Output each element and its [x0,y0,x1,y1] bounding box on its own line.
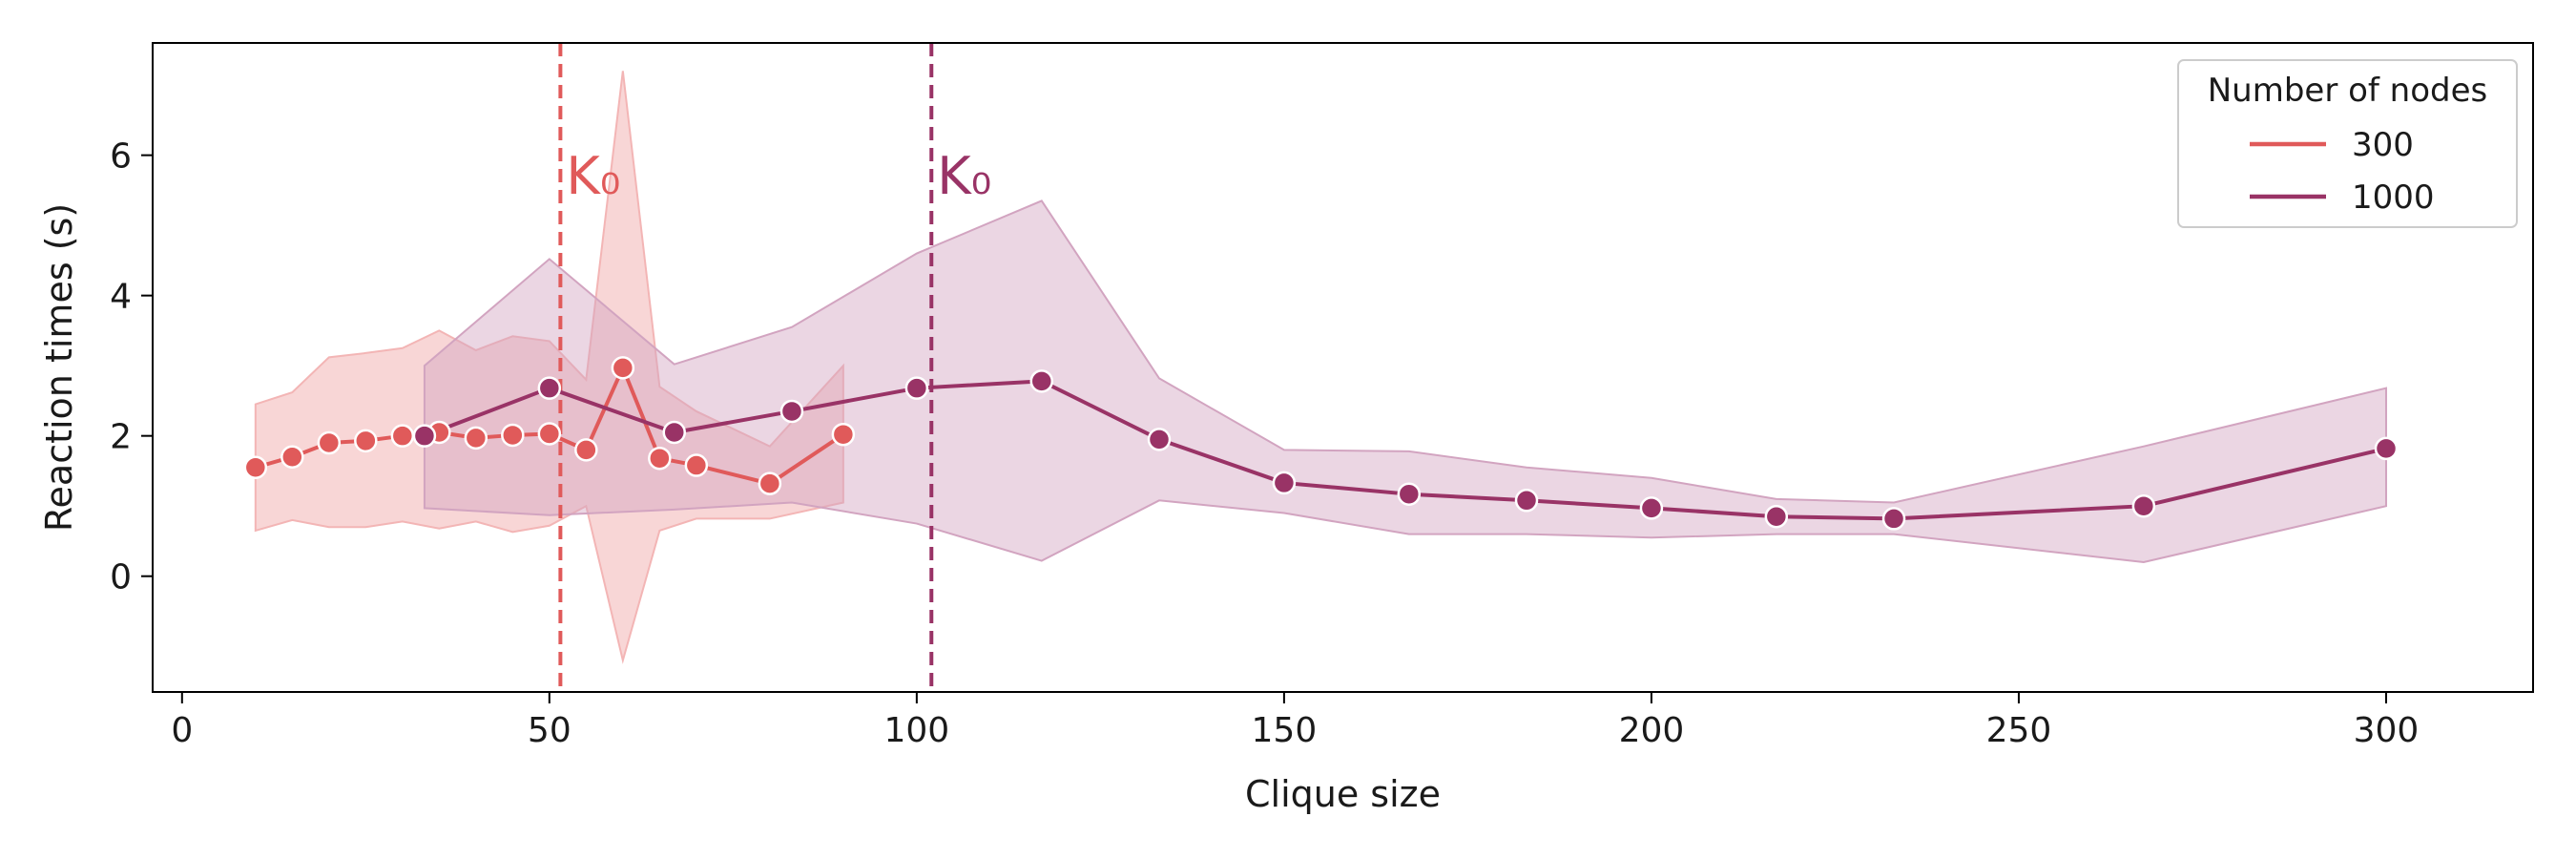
confidence-band-300 [254,71,844,664]
confidence-bands [254,71,2387,664]
data-point-300 [390,424,415,448]
data-point-300 [574,438,598,462]
data-point-300 [648,446,672,471]
legend-label-300: 300 [2352,126,2414,164]
annotation-labels: K₀ K₀ [566,146,991,206]
data-point-1000 [1514,489,1539,513]
y-axis-ticks: 0 2 4 6 [110,137,153,597]
annotation-label-1: K₀ [566,146,620,206]
data-point-1000 [2131,493,2156,518]
y-tick-label: 0 [110,558,132,597]
data-point-300 [501,423,525,448]
x-tick-label: 100 [884,711,950,750]
confidence-band-1000 [423,199,2387,564]
legend-title: Number of nodes [2208,72,2488,110]
data-point-300 [317,430,342,455]
data-point-300 [537,422,562,446]
legend-label-1000: 1000 [2352,178,2435,217]
data-point-1000 [1397,482,1422,506]
data-point-1000 [1029,369,1054,393]
x-tick-label: 150 [1252,711,1318,750]
x-tick-label: 200 [1619,711,1685,750]
data-point-300 [354,429,378,453]
y-tick-label: 2 [110,418,132,457]
y-tick-label: 6 [110,137,132,177]
y-tick-label: 4 [110,278,132,317]
plot-frame [152,42,2534,693]
x-tick-label: 0 [171,711,193,750]
x-tick-label: 300 [2354,711,2420,750]
data-point-300 [464,426,488,450]
data-point-300 [243,455,268,480]
x-tick-label: 50 [528,711,571,750]
x-axis-ticks: 0 50 100 150 200 250 300 [171,692,2419,750]
data-point-1000 [779,399,804,424]
legend-box [2177,59,2518,228]
data-point-1000 [2374,436,2399,461]
data-point-300 [831,422,856,447]
data-point-300 [611,356,635,380]
x-tick-label: 250 [1986,711,2052,750]
series-points [243,356,2399,531]
data-point-1000 [662,420,686,445]
data-point-1000 [904,376,929,400]
data-point-1000 [1639,496,1664,520]
data-point-1000 [1881,507,1906,531]
annotation-label-2: K₀ [937,146,991,206]
data-point-1000 [1147,428,1172,451]
x-axis-label: Clique size [1245,773,1441,815]
legend: Number of nodes 300 1000 [2177,59,2518,228]
y-axis-label: Reaction times (s) [38,203,80,532]
data-point-1000 [1764,504,1789,529]
data-point-1000 [1272,471,1297,495]
data-point-1000 [412,424,437,448]
data-point-300 [684,453,709,477]
data-point-300 [758,471,782,495]
reference-lines [558,43,934,692]
data-point-1000 [537,376,562,400]
data-point-300 [280,445,304,469]
